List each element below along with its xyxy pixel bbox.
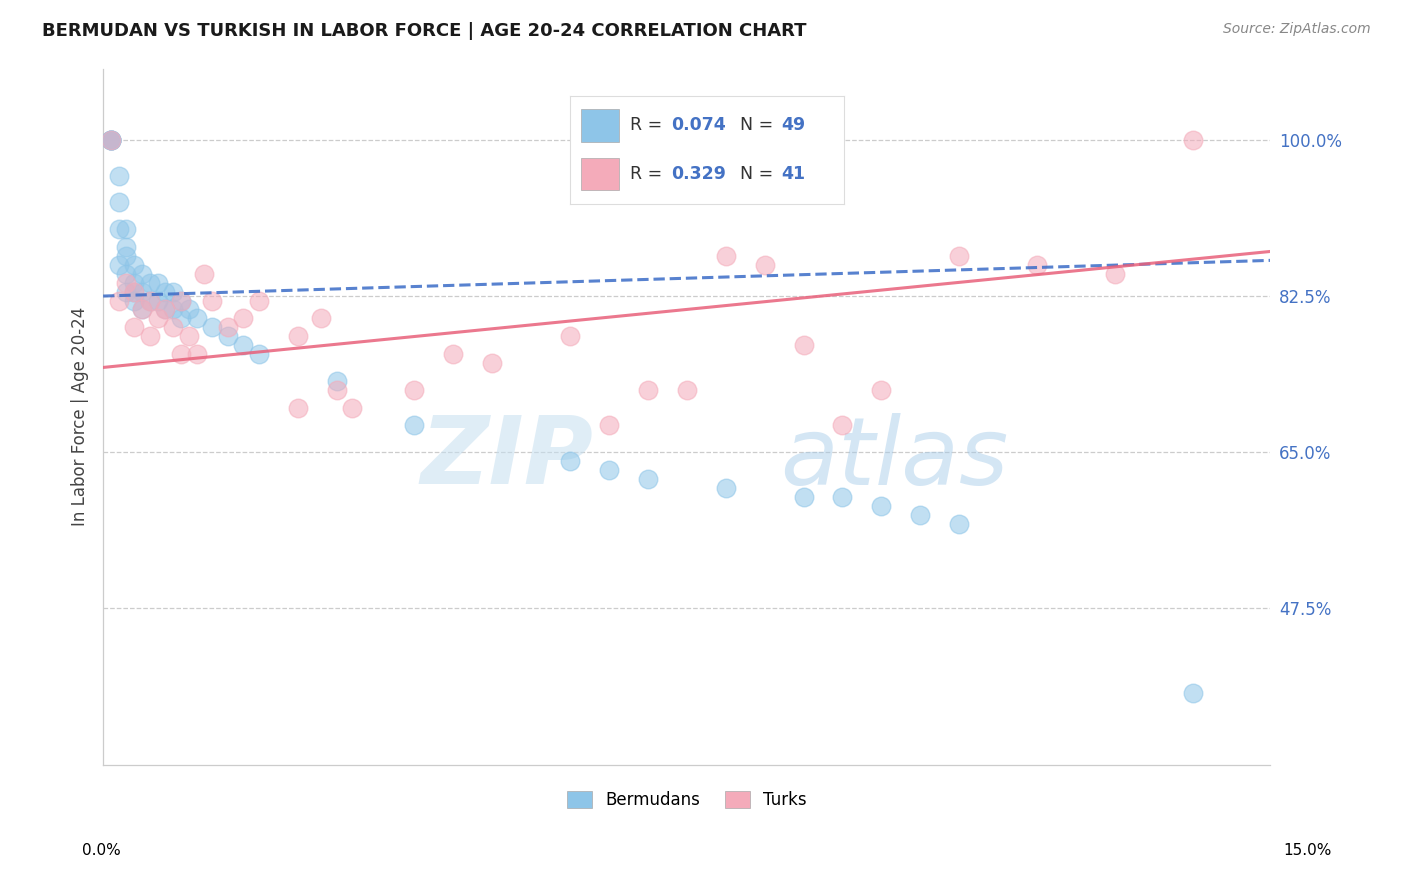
Point <box>831 418 853 433</box>
Point <box>201 320 224 334</box>
Point <box>131 302 153 317</box>
Point <box>637 472 659 486</box>
Text: BERMUDAN VS TURKISH IN LABOR FORCE | AGE 20-24 CORRELATION CHART: BERMUDAN VS TURKISH IN LABOR FORCE | AGE… <box>42 22 807 40</box>
Point <box>186 311 208 326</box>
Point <box>792 338 814 352</box>
Point <box>217 320 239 334</box>
Point <box>122 285 145 299</box>
Point <box>1181 133 1204 147</box>
Point <box>139 293 162 308</box>
Point <box>177 329 200 343</box>
Point <box>131 302 153 317</box>
Point <box>100 133 122 147</box>
Point <box>910 508 932 522</box>
Point <box>598 418 620 433</box>
Point <box>287 329 309 343</box>
Point <box>792 490 814 504</box>
Point <box>115 285 138 299</box>
Point <box>325 383 347 397</box>
Point <box>170 293 193 308</box>
Point <box>139 276 162 290</box>
Point <box>558 454 581 468</box>
Point <box>201 293 224 308</box>
Point <box>115 276 138 290</box>
Point <box>131 285 153 299</box>
Point <box>100 133 122 147</box>
Point <box>714 249 737 263</box>
Point <box>170 347 193 361</box>
Point <box>870 383 893 397</box>
Point <box>131 267 153 281</box>
Point <box>115 240 138 254</box>
Point <box>232 311 254 326</box>
Point <box>340 401 363 415</box>
Point <box>155 302 177 317</box>
Point <box>481 356 503 370</box>
Point <box>177 302 200 317</box>
Y-axis label: In Labor Force | Age 20-24: In Labor Force | Age 20-24 <box>72 307 89 526</box>
Point <box>107 222 129 236</box>
Point <box>122 320 145 334</box>
Point <box>217 329 239 343</box>
Point <box>122 293 145 308</box>
Text: 0.0%: 0.0% <box>82 843 121 858</box>
Point <box>637 383 659 397</box>
Point <box>162 285 184 299</box>
Point <box>441 347 464 361</box>
Point <box>122 276 145 290</box>
Point <box>170 293 193 308</box>
Point <box>1104 267 1126 281</box>
Point <box>247 293 270 308</box>
Point <box>831 490 853 504</box>
Point <box>1026 258 1049 272</box>
Legend: Bermudans, Turks: Bermudans, Turks <box>560 784 814 815</box>
Point <box>155 302 177 317</box>
Point <box>100 133 122 147</box>
Point <box>598 463 620 477</box>
Point <box>146 293 169 308</box>
Point <box>870 499 893 513</box>
Point <box>107 293 129 308</box>
Point <box>558 329 581 343</box>
Point <box>162 320 184 334</box>
Point <box>115 222 138 236</box>
Point <box>139 293 162 308</box>
Point <box>714 481 737 495</box>
Point <box>404 418 426 433</box>
Point <box>247 347 270 361</box>
Point <box>146 311 169 326</box>
Point <box>107 195 129 210</box>
Text: 15.0%: 15.0% <box>1284 843 1331 858</box>
Point <box>107 169 129 183</box>
Point <box>948 516 970 531</box>
Point <box>139 329 162 343</box>
Point <box>146 276 169 290</box>
Point <box>675 383 697 397</box>
Point <box>948 249 970 263</box>
Point <box>754 258 776 272</box>
Point <box>1181 686 1204 700</box>
Point <box>309 311 332 326</box>
Point <box>162 302 184 317</box>
Text: Source: ZipAtlas.com: Source: ZipAtlas.com <box>1223 22 1371 37</box>
Text: atlas: atlas <box>780 413 1008 504</box>
Point <box>287 401 309 415</box>
Point <box>155 285 177 299</box>
Point <box>100 133 122 147</box>
Point <box>232 338 254 352</box>
Point <box>193 267 215 281</box>
Point <box>115 267 138 281</box>
Point <box>107 258 129 272</box>
Point <box>122 285 145 299</box>
Point <box>404 383 426 397</box>
Point <box>100 133 122 147</box>
Point <box>325 374 347 388</box>
Point <box>186 347 208 361</box>
Point <box>115 249 138 263</box>
Point <box>100 133 122 147</box>
Point <box>122 258 145 272</box>
Text: ZIP: ZIP <box>420 412 593 504</box>
Point <box>170 311 193 326</box>
